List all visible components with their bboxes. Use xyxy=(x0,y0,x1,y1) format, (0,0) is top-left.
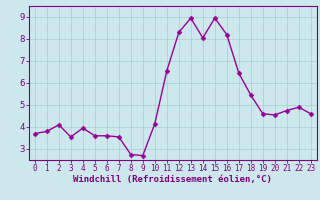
X-axis label: Windchill (Refroidissement éolien,°C): Windchill (Refroidissement éolien,°C) xyxy=(73,175,272,184)
